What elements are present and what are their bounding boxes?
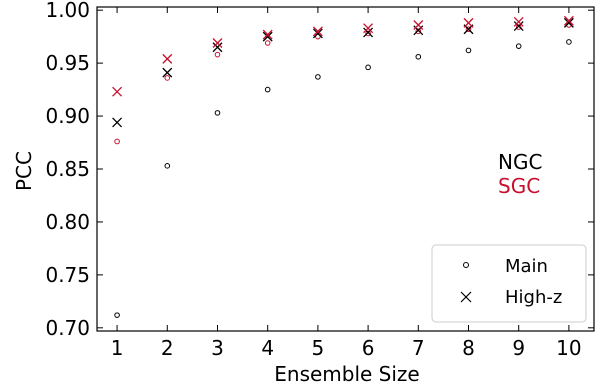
point-main-sgc (365, 30, 371, 37)
point-high-z-sgc (563, 15, 574, 26)
point-high-z-ngc (513, 21, 524, 32)
legend-box (431, 244, 587, 323)
point-main-ngc (515, 43, 522, 49)
annotation-sgc: SGC (498, 174, 540, 198)
x-tick-label: 10 (556, 336, 581, 360)
point-high-z-ngc (162, 67, 173, 78)
point-main-ngc (114, 312, 120, 318)
point-high-z-sgc (363, 23, 374, 34)
point-main-ngc (415, 53, 422, 60)
y-tick-label: 0.95 (45, 51, 90, 75)
point-main-ngc (566, 39, 572, 45)
point-main-sgc (415, 28, 422, 35)
point-high-z-sgc (212, 38, 223, 48)
point-high-z-sgc (513, 16, 524, 27)
point-main-sgc (515, 24, 522, 30)
point-high-z-ngc (363, 27, 374, 38)
x-tick-label: 7 (412, 336, 425, 360)
point-high-z-sgc (162, 53, 173, 64)
point-main-ngc (264, 86, 271, 93)
x-tick-label: 9 (512, 336, 525, 360)
x-tick-label: 5 (312, 336, 325, 360)
x-axis-title: Ensemble Size (274, 362, 420, 386)
y-tick-label: 0.80 (45, 210, 90, 234)
point-main-ngc (365, 64, 371, 71)
point-high-z-sgc (463, 17, 474, 28)
point-high-z-sgc (312, 26, 323, 37)
legend-marker-high-z (460, 291, 472, 303)
x-tick-label: 1 (111, 336, 124, 360)
point-high-z-sgc (262, 29, 273, 40)
x-tick-label: 2 (161, 336, 174, 360)
legend: Main High-z (431, 244, 587, 323)
point-high-z-sgc (413, 20, 424, 30)
y-axis: 0.70 0.75 0.80 0.85 0.90 0.95 1.00 (45, 0, 594, 340)
point-high-z-ngc (312, 28, 323, 39)
annotation-ngc: NGC (498, 150, 542, 174)
point-high-z-ngc (563, 17, 574, 28)
y-axis-title: PCC (12, 151, 36, 191)
x-tick-label: 6 (362, 336, 375, 360)
point-main-sgc (264, 40, 271, 46)
point-main-sgc (214, 51, 221, 58)
y-tick-label: 1.00 (45, 0, 90, 22)
point-main-ngc (465, 47, 472, 54)
y-tick-label: 0.90 (45, 104, 90, 128)
x-tick-label: 4 (261, 336, 274, 360)
point-main-ngc (164, 163, 171, 169)
point-main-sgc (114, 138, 120, 145)
legend-label-high-z: High-z (505, 287, 562, 308)
point-high-z-ngc (212, 42, 223, 53)
y-tick-label: 0.85 (45, 157, 90, 181)
y-tick-label: 0.70 (45, 316, 90, 340)
legend-marker-main (463, 262, 469, 268)
y-tick-label: 0.75 (45, 263, 90, 287)
x-tick-label: 8 (462, 336, 475, 360)
point-main-sgc (465, 26, 472, 33)
point-high-z-ngc (262, 31, 273, 42)
x-tick-label: 3 (211, 336, 224, 360)
point-main-ngc (315, 74, 321, 80)
point-main-sgc (164, 75, 171, 81)
x-axis: 1 2 3 4 5 6 7 8 9 10 (111, 7, 582, 360)
point-high-z-sgc (112, 86, 123, 97)
legend-label-main: Main (505, 256, 548, 277)
point-high-z-ngc (112, 117, 123, 128)
data-points (112, 15, 574, 318)
point-main-ngc (214, 110, 221, 116)
